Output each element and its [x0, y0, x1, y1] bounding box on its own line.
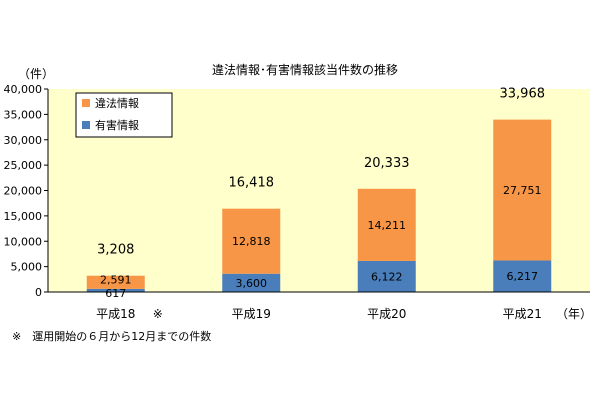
- x-tick-label: 平成21: [503, 307, 542, 321]
- bar-segment-illegal: [357, 188, 416, 261]
- y-tick-label: 20,000: [4, 185, 43, 198]
- bars: [86, 119, 552, 292]
- y-tick-label: 10,000: [4, 235, 43, 248]
- footnote: ※ 運用開始の６月から12月までの件数: [12, 329, 211, 343]
- legend-swatch-harmful: [82, 121, 90, 129]
- bar-total-label: 20,333: [364, 156, 410, 171]
- bar-value-label: 27,751: [503, 184, 542, 197]
- chart-title: 違法情報･有害情報該当件数の推移: [212, 62, 398, 77]
- bar-segment-illegal: [222, 208, 281, 274]
- legend-label-harmful: 有害情報: [95, 118, 139, 132]
- y-tick-label: 15,000: [4, 210, 43, 223]
- y-tick-label: 0: [35, 286, 42, 299]
- y-tick-label: 40,000: [4, 83, 43, 96]
- bar-segment-harmful: [222, 273, 281, 292]
- x-tick-label: 平成19: [232, 307, 271, 321]
- bar-value-label: 12,818: [232, 235, 271, 248]
- x-tick-label: 平成18: [96, 307, 135, 321]
- legend-box: [75, 92, 173, 138]
- bar-total-label: 33,968: [500, 87, 546, 102]
- x-axis: 平成18 ※ 平成19 平成20 平成21: [48, 291, 590, 321]
- y-axis-unit-label: （件）: [18, 67, 54, 81]
- bar-total-label: 16,418: [229, 176, 275, 191]
- bar-segment-illegal: [493, 119, 552, 261]
- bar-value-label: 6,122: [371, 270, 403, 283]
- legend-label-illegal: 違法情報: [95, 96, 139, 110]
- bar-segment-illegal: [86, 275, 145, 289]
- bar-value-label: 617: [105, 287, 126, 300]
- legend-swatch-illegal: [82, 99, 90, 107]
- bar-value-label: 6,217: [507, 270, 539, 283]
- bar-total-label: 3,208: [97, 243, 134, 258]
- bar-value-label: 3,600: [236, 277, 268, 290]
- x-tick-label: 平成20: [367, 307, 406, 321]
- footnote-mark: ※: [153, 307, 163, 321]
- bar-segment-harmful: [357, 260, 416, 292]
- legend: 違法情報 有害情報: [75, 92, 173, 138]
- bar-segment-harmful: [493, 260, 552, 292]
- x-axis-unit-label: （年）: [556, 307, 592, 321]
- y-tick-label: 5,000: [11, 261, 43, 274]
- bar-segment-harmful: [86, 288, 145, 292]
- y-tick-label: 25,000: [4, 159, 43, 172]
- bar-value-label: 14,211: [368, 219, 407, 232]
- bar-value-label: 2,591: [100, 274, 132, 287]
- y-axis: 0 5,000 10,000 15,000 20,000 25,000 30,000 35,0…: [4, 83, 49, 299]
- y-tick-label: 30,000: [4, 134, 43, 147]
- y-tick-label: 35,000: [4, 108, 43, 121]
